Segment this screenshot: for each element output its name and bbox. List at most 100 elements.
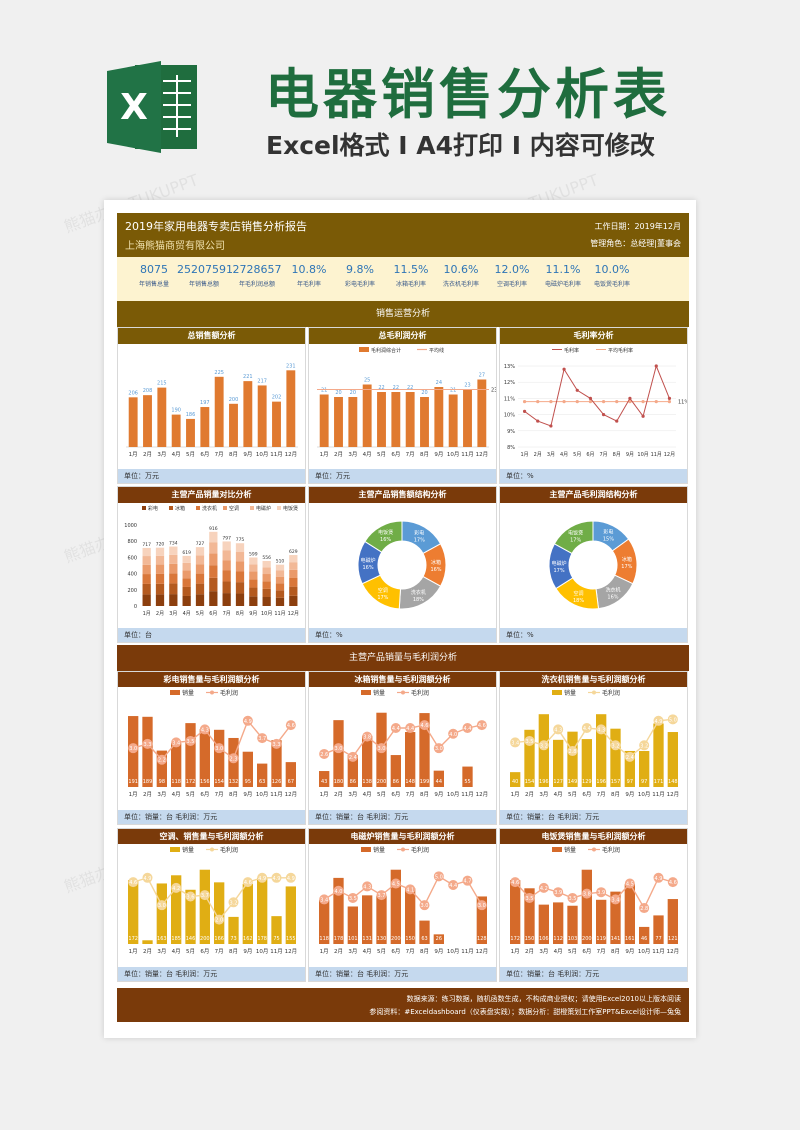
tick-label: 2月: [525, 948, 534, 955]
profit-marker: [362, 881, 373, 892]
kpi-label: 洗衣机毛利率: [442, 281, 479, 288]
data-label: 599: [249, 551, 258, 557]
tick-label: 10月: [256, 451, 269, 458]
tick-label: 4月: [363, 451, 372, 458]
profit-marker: [653, 715, 664, 726]
bar: [376, 895, 387, 944]
profit-marker: [448, 728, 459, 739]
bar: [667, 899, 678, 944]
tick-label: 9月: [434, 948, 443, 955]
profit-marker: [567, 892, 578, 903]
profit-label: 3.5: [569, 896, 577, 902]
tick-label: 2月: [334, 791, 343, 798]
stack-segment: [209, 565, 218, 578]
tick-label: 7月: [406, 791, 415, 798]
kpi-item: 10.0% 电饭煲毛利率: [585, 263, 639, 288]
kpi-label: 电饭煲毛利率: [593, 281, 630, 288]
data-label: 202: [272, 395, 282, 401]
bar: [142, 716, 153, 787]
tick-label: 2月: [143, 948, 152, 955]
stack-segment: [289, 555, 298, 563]
y-tick-label: 12%: [504, 380, 515, 386]
profit-marker: [185, 735, 196, 746]
data-label: 727: [196, 541, 205, 547]
chart-unit: 单位：销量：台 毛利润：万元: [118, 967, 305, 981]
qty-label: 130: [377, 936, 387, 942]
profit-label: 4.0: [449, 732, 457, 738]
qty-label: 171: [654, 779, 664, 785]
bar: [229, 403, 238, 447]
bar: [142, 940, 153, 944]
legend-label: 空调: [229, 505, 239, 512]
bar: [242, 751, 253, 787]
tick-label: 7月: [406, 948, 415, 955]
tick-label: 9月: [625, 948, 634, 955]
slice-value: 18%: [573, 598, 584, 604]
bar: [553, 902, 564, 944]
y-tick-label: 13%: [504, 364, 515, 370]
bar: [667, 732, 678, 787]
profit-label: 4.2: [172, 886, 180, 892]
qty-label: 154: [525, 779, 535, 785]
profit-marker: [362, 731, 373, 742]
profit-marker: [462, 722, 473, 733]
legend-label: 毛利润综合计: [371, 347, 401, 354]
chart-title: 总毛利润分析: [378, 331, 427, 340]
legend-label: 电饭煲: [283, 505, 298, 512]
tick-label: 11月: [652, 791, 665, 798]
profit-marker: [610, 740, 621, 751]
stack-segment: [155, 594, 165, 606]
profit-marker: [142, 872, 153, 883]
legend-marker: [592, 847, 596, 852]
tick-label: 10月: [447, 451, 460, 458]
bar: [243, 381, 253, 447]
stack-segment: [275, 564, 285, 571]
tick-label: 9月: [626, 452, 634, 458]
bar: [228, 916, 239, 944]
stack-segment: [169, 594, 178, 606]
bar: [143, 395, 152, 447]
profit-label: 3.5: [526, 896, 534, 902]
slice-label: 空调: [378, 587, 388, 594]
stack-segment: [195, 583, 205, 595]
profit-marker: [128, 877, 139, 888]
profit-label: 2.6: [320, 752, 328, 758]
slice-label: 彩电: [414, 530, 424, 537]
qty-label: 138: [362, 779, 372, 785]
qty-label: 126: [272, 779, 282, 785]
report-sheet: 2019年家用电器专卖店销售分析报告 上海熊猫商贸有限公司 工作日期：2019年…: [104, 200, 696, 1038]
chart-title: 冰箱销售量与毛利润额分析: [354, 675, 451, 684]
profit-marker: [271, 738, 282, 749]
qty-label: 55: [464, 779, 470, 785]
stack-segment: [182, 570, 191, 579]
bar: [348, 397, 358, 447]
rate-line: [524, 364, 670, 427]
tick-label: 8月: [611, 791, 620, 798]
profit-label: 4.9: [258, 876, 266, 882]
tick-label: 5月: [377, 791, 386, 798]
stack-segment: [262, 560, 271, 568]
profit-marker: [319, 748, 330, 759]
profit-label: 5.0: [669, 717, 677, 723]
tick-label: 10月: [256, 948, 269, 955]
qty-label: 44: [436, 779, 442, 785]
qty-label: 200: [582, 936, 592, 942]
data-label: 22: [407, 385, 413, 391]
bar: [199, 869, 210, 944]
qty-label: 150: [525, 936, 535, 942]
qty-label: 63: [421, 936, 427, 942]
profit-label: 3.7: [378, 893, 386, 899]
data-label: 217: [257, 378, 267, 384]
tick-label: 11月: [651, 452, 662, 458]
profit-label: 3.9: [554, 890, 562, 896]
tick-label: 7月: [597, 791, 606, 798]
legend-label: 毛利率: [564, 347, 579, 354]
chart-title: 洗衣机销售量与毛利润额分析: [541, 675, 646, 684]
donut-slice: [364, 520, 403, 553]
tick-label: 4月: [172, 791, 181, 798]
rate-point: [536, 419, 540, 423]
profit-label: 4.4: [583, 726, 591, 732]
tick-label: 3月: [157, 451, 166, 458]
tick-label: 8月: [613, 452, 621, 458]
profit-marker: [228, 897, 239, 908]
